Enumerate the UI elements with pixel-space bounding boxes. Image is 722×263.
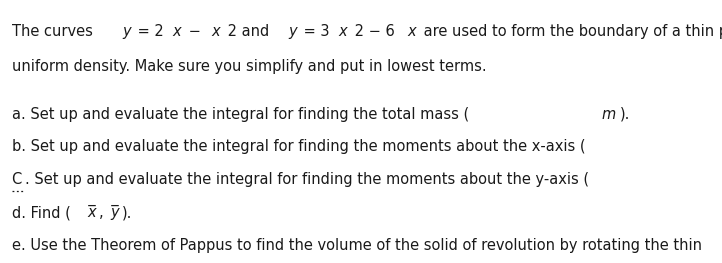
Text: x̅: x̅ — [87, 205, 96, 220]
Text: y: y — [288, 24, 297, 39]
Text: ).: ). — [122, 205, 132, 220]
Text: x: x — [212, 24, 220, 39]
Text: ).: ). — [620, 107, 630, 122]
Text: 2 − 6: 2 − 6 — [350, 24, 395, 39]
Text: b. Set up and evaluate the integral for finding the moments about the x-axis (: b. Set up and evaluate the integral for … — [12, 139, 585, 154]
Text: . Set up and evaluate the integral for finding the moments about the y-axis (: . Set up and evaluate the integral for f… — [25, 172, 589, 187]
Text: uniform density. Make sure you simplify and put in lowest terms.: uniform density. Make sure you simplify … — [12, 59, 486, 74]
Text: a. Set up and evaluate the integral for finding the total mass (: a. Set up and evaluate the integral for … — [12, 107, 469, 122]
Text: ,: , — [99, 205, 108, 220]
Text: y: y — [122, 24, 131, 39]
Text: d. Find (: d. Find ( — [12, 205, 71, 220]
Text: m: m — [601, 107, 616, 122]
Text: x: x — [408, 24, 417, 39]
Text: C: C — [12, 172, 22, 187]
Text: = 2: = 2 — [133, 24, 164, 39]
Text: x: x — [339, 24, 347, 39]
Text: −: − — [184, 24, 205, 39]
Text: 2 and: 2 and — [222, 24, 274, 39]
Text: x: x — [173, 24, 181, 39]
Text: e. Use the Theorem of Pappus to find the volume of the solid of revolution by ro: e. Use the Theorem of Pappus to find the… — [12, 238, 702, 253]
Text: y̅: y̅ — [110, 205, 119, 220]
Text: are used to form the boundary of a thin plate of: are used to form the boundary of a thin … — [419, 24, 722, 39]
Text: The curves: The curves — [12, 24, 97, 39]
Text: = 3: = 3 — [300, 24, 330, 39]
